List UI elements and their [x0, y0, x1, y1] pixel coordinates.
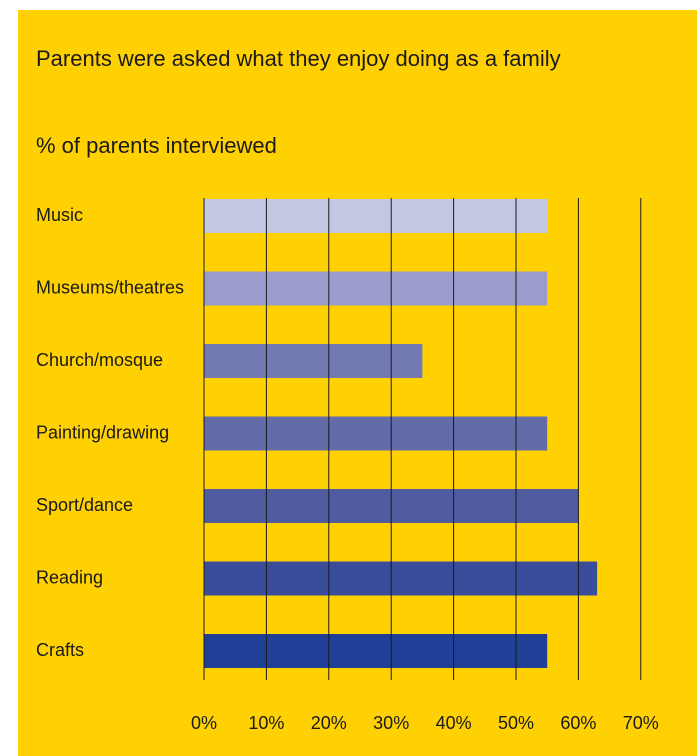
- x-tick-label: 10%: [248, 713, 284, 733]
- chart-panel: [18, 10, 697, 756]
- bar-church-mosque: [204, 344, 423, 378]
- chart-title: Parents were asked what they enjoy doing…: [36, 46, 561, 71]
- bar-reading: [204, 561, 598, 596]
- category-label: Reading: [36, 567, 103, 587]
- x-tick-label: 70%: [623, 713, 659, 733]
- category-label: Painting/drawing: [36, 422, 169, 442]
- x-tick-label: 30%: [373, 713, 409, 733]
- x-tick-label: 60%: [560, 713, 596, 733]
- x-tick-label: 40%: [436, 713, 472, 733]
- x-tick-label: 50%: [498, 713, 534, 733]
- x-tick-label: 20%: [311, 713, 347, 733]
- category-label: Church/mosque: [36, 350, 163, 370]
- bar-crafts: [204, 634, 548, 668]
- category-label: Sport/dance: [36, 495, 133, 515]
- bar-museums-theatres: [204, 271, 548, 306]
- chart-subtitle: % of parents interviewed: [36, 133, 277, 158]
- category-label: Crafts: [36, 640, 84, 660]
- category-label: Music: [36, 205, 83, 225]
- category-label: Museums/theatres: [36, 277, 184, 297]
- bar-music: [204, 199, 548, 233]
- x-tick-label: 0%: [191, 713, 217, 733]
- bar-painting-drawing: [204, 416, 548, 451]
